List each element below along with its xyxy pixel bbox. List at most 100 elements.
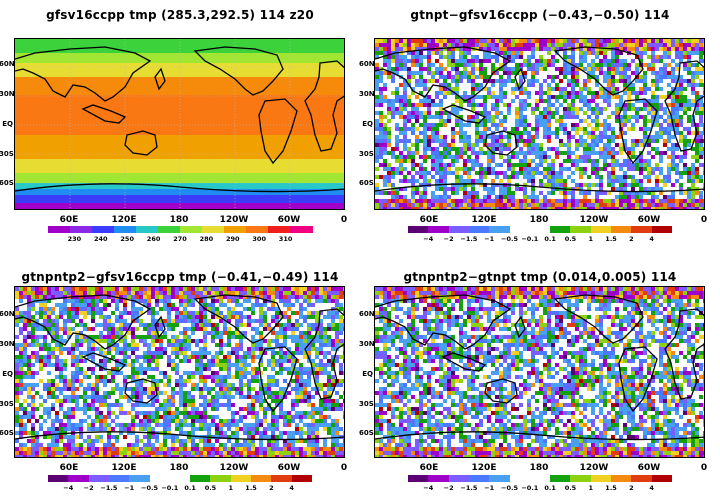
colorbar-swatch	[590, 475, 612, 482]
colorbar-label: 270	[173, 235, 187, 243]
colorbar-label: 2	[269, 484, 274, 492]
colorbar-swatch	[230, 475, 252, 482]
colorbar-swatch	[108, 475, 130, 482]
colorbar-label: 280	[199, 235, 214, 243]
colorbar-label: −1.5	[460, 484, 478, 492]
colorbar-swatch	[550, 475, 571, 482]
colorbar-label: −0.1	[521, 235, 539, 243]
lat-label: 60S	[0, 179, 14, 187]
lon-label: 60W	[277, 463, 301, 473]
colorbar-label: −0.1	[521, 484, 539, 492]
colorbar-swatch	[268, 226, 291, 233]
colorbar-swatch	[271, 475, 293, 482]
colorbar-label: 1.5	[605, 484, 617, 492]
colorbar-swatch	[509, 226, 531, 233]
colorbar-swatch	[246, 226, 269, 233]
coastlines	[15, 46, 344, 193]
colorbar-label: 0.1	[544, 235, 556, 243]
colorbar-label: −0.1	[161, 484, 179, 492]
colorbar-swatch	[529, 226, 551, 233]
colorbar-swatch	[529, 475, 551, 482]
lat-label: 30N	[0, 90, 15, 98]
colorbar-swatch	[570, 226, 592, 233]
colorbar-label: 1	[228, 484, 234, 492]
colorbar-label: −4	[423, 235, 434, 243]
colorbar-swatch	[590, 226, 612, 233]
lon-label: 60W	[637, 463, 661, 473]
colorbar-label: 4	[649, 235, 654, 243]
colorbar-label: −0.5	[501, 484, 519, 492]
colorbar-swatch	[631, 475, 653, 482]
colorbar-label: 240	[94, 235, 108, 243]
lon-label: 180	[529, 463, 549, 473]
colorbar-label: 1.5	[605, 235, 617, 243]
lon-label: 120W	[579, 215, 609, 225]
panel-title: gtnpntp2−gtnpt tmp (0.014,0.005) 114	[403, 270, 677, 284]
lat-label: 60S	[359, 179, 374, 187]
colorbar-swatch	[408, 226, 429, 233]
colorbar-label: −1.5	[100, 484, 118, 492]
panel-diff-gtnpntp2: gtnpntp2−gfsv16ccpp tmp (−0.41,−0.49) 11…	[0, 250, 360, 500]
lat-label: 60S	[0, 429, 14, 437]
lon-label: 60W	[637, 215, 661, 225]
lon-label: 120E	[111, 215, 137, 225]
colorbar-label: −4	[63, 484, 74, 492]
colorbar-swatch	[489, 226, 511, 233]
lon-label: 120W	[219, 463, 249, 473]
lat-label: 60N	[0, 60, 15, 68]
colorbar-label: 1.5	[245, 484, 257, 492]
colorbar-label: 290	[226, 235, 240, 243]
colorbar-label: 300	[252, 235, 266, 243]
colorbar-swatch	[202, 226, 225, 233]
colorbar	[48, 226, 313, 233]
colorbar-swatch	[550, 226, 571, 233]
colorbar-label: −4	[423, 484, 434, 492]
colorbar-label: 250	[120, 235, 134, 243]
lat-label: 30S	[0, 400, 14, 408]
colorbar-label: −2	[83, 484, 94, 492]
lat-label: 30S	[359, 400, 374, 408]
lat-label: 60N	[359, 310, 375, 318]
colorbar-swatch	[448, 226, 470, 233]
map-diff	[374, 286, 705, 458]
colorbar-swatch	[651, 226, 673, 233]
colorbar-label: 0.5	[564, 484, 577, 492]
colorbar-swatch	[489, 475, 511, 482]
colorbar-swatch	[251, 475, 272, 482]
colorbar-label: 1	[588, 235, 594, 243]
colorbar-swatch	[468, 226, 490, 233]
lon-label: 60E	[59, 463, 79, 473]
colorbar-label: 0.1	[544, 484, 556, 492]
colorbar-label: −1	[484, 484, 495, 492]
colorbar-label: 230	[67, 235, 82, 243]
colorbar-label: −0.5	[501, 235, 519, 243]
colorbar-label: 1	[588, 484, 594, 492]
colorbar-label: 310	[278, 235, 293, 243]
difference-field	[375, 287, 704, 457]
map-temperature	[14, 38, 345, 210]
coastlines	[375, 46, 704, 193]
lon-label: 120E	[111, 463, 137, 473]
lat-label: 60N	[359, 60, 375, 68]
lat-label: 30S	[0, 150, 14, 158]
lon-label: 120E	[471, 215, 497, 225]
colorbar-swatch	[169, 475, 191, 482]
colorbar-swatch	[88, 475, 110, 482]
colorbar-swatch	[468, 475, 490, 482]
lon-label: 60E	[59, 215, 79, 225]
lon-label: 180	[529, 215, 549, 225]
colorbar-label: 0.5	[204, 484, 217, 492]
lat-label: EQ	[362, 370, 373, 378]
lat-label: EQ	[2, 120, 13, 128]
colorbar-swatch	[291, 475, 313, 482]
colorbar-swatch	[509, 475, 531, 482]
lon-label: 0	[340, 463, 348, 473]
colorbar-swatch	[129, 475, 151, 482]
colorbar-swatch	[448, 475, 470, 482]
colorbar-label: 4	[649, 484, 654, 492]
colorbar-label: −1.5	[460, 235, 478, 243]
panel-diff-gtnpt: gtnpt−gfsv16ccpp (−0.43,−0.50) 114 60N 3…	[359, 0, 720, 250]
colorbar-swatch	[70, 226, 93, 233]
colorbar-swatch	[290, 226, 313, 233]
colorbar	[48, 475, 313, 482]
